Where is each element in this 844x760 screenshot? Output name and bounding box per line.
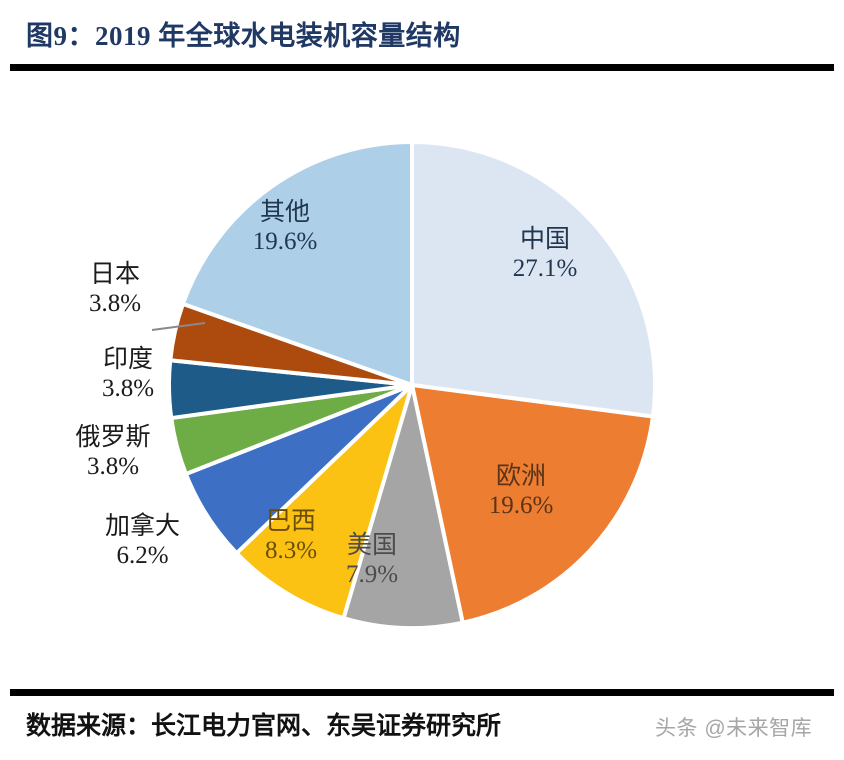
slice-name-europe: 欧洲 xyxy=(495,463,546,490)
chart-plot-area: 中国 27.1% 欧洲 19.6% 美国 7.9% 巴西 8.3% 其他 19.… xyxy=(0,80,844,680)
slice-percent-usa: 7.9% xyxy=(345,561,399,588)
page-title: 图9：2019 年全球水电装机容量结构 xyxy=(26,21,461,51)
pie-slice[interactable] xyxy=(234,383,414,621)
slice-percent-europe: 19.6% xyxy=(488,492,554,519)
slice-percent-brazil: 8.3% xyxy=(264,537,318,564)
pie-slice[interactable] xyxy=(180,140,414,387)
slice-name-canada: 加拿大 xyxy=(104,513,180,540)
slice-name-usa: 美国 xyxy=(346,532,397,559)
slice-name-japan: 日本 xyxy=(89,261,140,288)
slice-label-europe: 欧洲 19.6% xyxy=(456,462,586,520)
slice-label-russia: 俄罗斯 3.8% xyxy=(48,423,178,481)
slice-percent-russia: 3.8% xyxy=(86,453,140,480)
slice-name-china: 中国 xyxy=(519,226,570,253)
slice-percent-india: 3.8% xyxy=(101,375,155,402)
pie-slice[interactable] xyxy=(341,383,465,630)
slice-name-others: 其他 xyxy=(259,199,310,226)
slice-label-india: 印度 3.8% xyxy=(73,345,183,403)
watermark-label: 头条 @未来智库 xyxy=(655,717,813,740)
slice-name-russia: 俄罗斯 xyxy=(75,424,151,451)
slice-percent-others: 19.6% xyxy=(252,228,318,255)
pie-slice[interactable] xyxy=(410,383,655,625)
source-note: 数据来源：长江电力官网、东吴证券研究所 xyxy=(26,713,502,740)
slice-label-china: 中国 27.1% xyxy=(480,225,610,283)
slice-percent-canada: 6.2% xyxy=(116,542,169,569)
pie-chart-svg xyxy=(151,140,657,630)
pie-slice[interactable] xyxy=(410,140,657,419)
slice-percent-china: 27.1% xyxy=(512,255,578,282)
pie-slice-group xyxy=(167,140,657,630)
slice-label-canada: 加拿大 6.2% xyxy=(70,512,215,570)
slice-name-brazil: 巴西 xyxy=(265,508,316,535)
slice-label-others: 其他 19.6% xyxy=(220,198,350,256)
slice-label-brazil: 巴西 8.3% xyxy=(236,507,346,565)
footer-divider xyxy=(10,689,834,696)
figure-header: 图9：2019 年全球水电装机容量结构 xyxy=(0,0,844,73)
header-divider xyxy=(10,64,834,71)
slice-label-japan: 日本 3.8% xyxy=(60,260,170,318)
slice-percent-japan: 3.8% xyxy=(88,290,142,317)
slice-label-usa: 美国 7.9% xyxy=(317,531,427,589)
slice-name-india: 印度 xyxy=(102,346,153,373)
leader-line-japan xyxy=(151,322,206,331)
